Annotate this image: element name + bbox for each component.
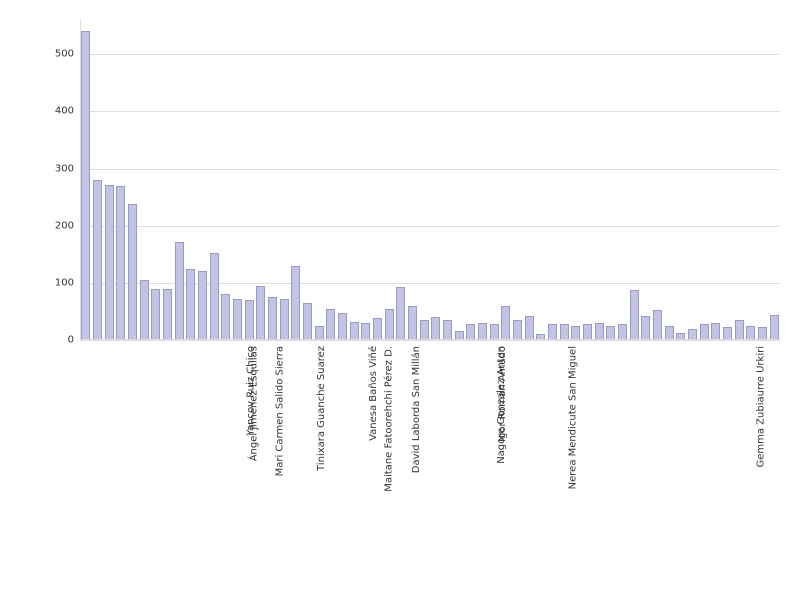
bar	[128, 204, 137, 340]
bar	[711, 323, 720, 340]
bar	[385, 309, 394, 340]
gridline	[80, 54, 780, 55]
bar	[268, 297, 277, 340]
bar	[280, 299, 289, 340]
gridline	[80, 169, 780, 170]
y-tick-label: 300	[55, 163, 80, 174]
left-spine	[80, 20, 81, 340]
bar	[221, 294, 230, 340]
x-tick-label: Gemma Zubiaurre Urkiri	[756, 346, 767, 468]
bar	[478, 323, 487, 340]
bar	[233, 299, 242, 340]
gridline	[80, 111, 780, 112]
y-tick-label: 0	[68, 335, 80, 346]
x-tick-label: Mari Carmen Salido Sierra	[275, 346, 286, 476]
bar	[408, 306, 417, 340]
bar	[291, 266, 300, 340]
bar	[630, 290, 639, 340]
bar	[513, 320, 522, 340]
y-tick-label: 400	[55, 106, 80, 117]
bar	[770, 315, 779, 340]
bar	[700, 324, 709, 340]
bar	[373, 318, 382, 340]
x-tick-label: Vanesa Baños Viñé	[367, 346, 378, 441]
bar	[525, 316, 534, 340]
y-tick-label: 500	[55, 49, 80, 60]
x-tick-label: David Laborda San Millán	[411, 346, 422, 473]
bar	[641, 316, 650, 340]
bar	[245, 300, 254, 340]
bar	[466, 324, 475, 340]
bar	[116, 186, 125, 340]
bar	[140, 280, 149, 340]
bar	[653, 310, 662, 340]
y-tick-label: 200	[55, 220, 80, 231]
x-tick-label: Yancov Ruiz Chico	[246, 346, 257, 436]
bar	[735, 320, 744, 340]
bar	[198, 271, 207, 340]
bar	[326, 309, 335, 340]
plot-area: 0100200300400500Ángel Jimenez EsquilasMa…	[80, 20, 780, 340]
bar	[315, 326, 324, 340]
bar	[595, 323, 604, 340]
bar	[665, 326, 674, 340]
bar	[431, 317, 440, 340]
bar	[186, 269, 195, 340]
bar	[571, 326, 580, 340]
bar	[490, 324, 499, 340]
bar	[548, 324, 557, 340]
bar	[443, 320, 452, 340]
bar	[606, 326, 615, 340]
bar	[583, 324, 592, 340]
x-tick-label: Tinixara Guanche Suarez	[316, 346, 327, 471]
bar	[256, 286, 265, 340]
bar	[746, 326, 755, 340]
gridline	[80, 226, 780, 227]
bar	[93, 180, 102, 340]
gridline	[80, 340, 780, 341]
bar	[163, 289, 172, 340]
bar	[175, 242, 184, 340]
bar	[420, 320, 429, 340]
bar-chart: 0100200300400500Ángel Jimenez EsquilasMa…	[0, 0, 800, 600]
y-tick-label: 100	[55, 277, 80, 288]
bar	[560, 324, 569, 340]
bar	[81, 31, 90, 340]
bar	[210, 253, 219, 340]
bottom-spine	[80, 339, 780, 340]
bar	[151, 289, 160, 340]
bar	[338, 313, 347, 340]
bar	[350, 322, 359, 340]
bar	[501, 306, 510, 340]
bar	[618, 324, 627, 340]
x-tick-label: Nerea Mendicute San Miguel	[568, 346, 579, 489]
bar	[105, 185, 114, 340]
bar	[361, 323, 370, 340]
bar	[396, 287, 405, 340]
x-tick-label: Igor Román Amado	[497, 346, 508, 442]
x-tick-label: Maitane Fatoorehchi Pérez D.	[383, 346, 394, 492]
bar	[303, 303, 312, 340]
gridline	[80, 283, 780, 284]
